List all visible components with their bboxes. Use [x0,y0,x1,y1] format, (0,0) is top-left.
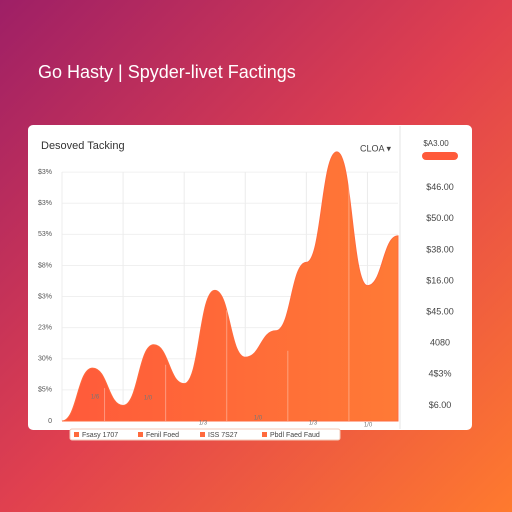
legend-label: ISS 7S27 [208,432,238,439]
point-label: 1/3 [199,421,208,427]
y-tick-label: $3% [38,293,52,300]
page-title: Go Hasty | Spyder-livet Factings [38,62,296,82]
area [61,151,399,422]
legend-swatch [200,432,205,437]
y-tick-label: 0 [48,418,52,425]
legend-label: Fsasy 1707 [82,432,118,439]
point-label: 1/0 [254,416,263,422]
legend-label: Pbdl Faed Faud [270,432,320,439]
y2-tick-label: $6.00 [429,400,452,410]
y2-tick-label: $45.00 [426,306,454,316]
y-tick-label: 23% [38,325,52,332]
y2-tick-label: $50.00 [426,213,454,223]
dropdown[interactable]: CLOA ▾ [360,143,392,153]
y2-tick-label: $38.00 [426,244,454,254]
y-tick-label: $3% [38,169,52,176]
point-label: 1/0 [364,423,373,429]
chart-title: Desoved Tacking [41,140,125,152]
y2-tick-label: 4080 [430,338,450,348]
legend-swatch [74,432,79,437]
point-label: 1/6 [91,395,100,401]
y-tick-label: $3% [38,200,52,207]
badge-label: $A3.00 [423,139,449,148]
legend-label: Fenil Foed [146,432,179,439]
legend-swatch [262,432,267,437]
plot: 0 $5% 30% 23% $3% $8% 53% $3% $3% $6.00 4$3% 4080 $4… [38,151,454,441]
point-label: 1/0 [144,396,153,402]
y2-tick-label: $16.00 [426,275,454,285]
y2-tick-label: $46.00 [426,182,454,192]
y2-tick-label: 4$3% [428,369,451,379]
legend-swatch [138,432,143,437]
y-tick-label: $8% [38,262,52,269]
point-label: 1/3 [309,421,318,427]
y-tick-label: $5% [38,387,52,394]
y-tick-label: 30% [38,356,52,363]
y-tick-label: 53% [38,231,52,238]
pill-button[interactable] [422,152,458,160]
